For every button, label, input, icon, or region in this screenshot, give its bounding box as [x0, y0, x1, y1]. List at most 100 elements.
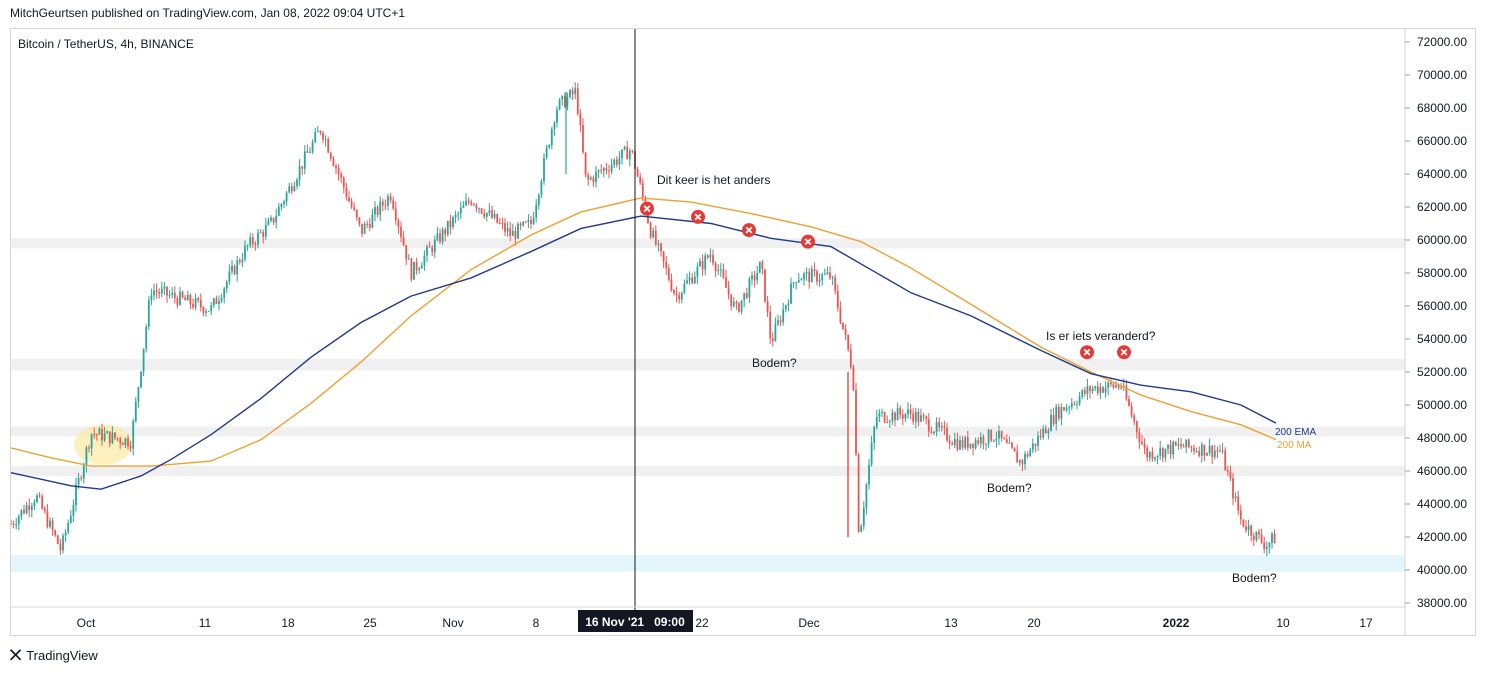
candle-body	[787, 303, 790, 306]
candle-body	[1120, 387, 1123, 389]
candle-body	[205, 311, 207, 313]
candle-body	[873, 427, 876, 443]
candle-body	[95, 434, 98, 436]
candle-body	[246, 245, 249, 247]
candle-body	[816, 271, 818, 282]
candle-body	[922, 415, 925, 417]
candle-body	[758, 261, 761, 273]
candle-body	[1148, 452, 1151, 458]
rejection-marker-cross	[804, 238, 812, 246]
candle-body	[384, 205, 387, 207]
candle-body	[28, 505, 31, 511]
candle-body	[894, 412, 896, 421]
candle-body	[618, 158, 621, 165]
x-tick-label: 2022	[1163, 616, 1190, 630]
candle-body	[1029, 449, 1032, 457]
candle-body	[1161, 448, 1164, 458]
y-tick-label: 72000.00	[1417, 35, 1467, 49]
x-tick-label: Dec	[798, 616, 819, 630]
candle-body	[77, 477, 80, 485]
tradingview-logo-icon: ⨉	[10, 647, 21, 663]
candle-body	[998, 430, 1000, 439]
candle-body	[1234, 496, 1237, 499]
candle-body	[717, 270, 720, 272]
candle-body	[472, 204, 475, 206]
candle-body	[1039, 435, 1042, 438]
candle-body	[137, 387, 140, 402]
candle-body	[878, 413, 881, 417]
candle-body	[405, 245, 408, 260]
publish-info: MitchGeurtsen published on TradingView.c…	[10, 6, 406, 20]
candle-body	[1167, 444, 1169, 449]
candle-body	[881, 412, 883, 414]
candle-body	[1073, 403, 1076, 405]
candle-body	[459, 207, 462, 214]
candle-body	[363, 223, 366, 234]
candle-body	[1177, 444, 1180, 446]
candle-body	[228, 271, 231, 282]
candle-body	[207, 311, 210, 313]
candle-body	[891, 412, 894, 422]
candle-body	[166, 286, 168, 296]
candle-body	[199, 300, 202, 308]
candle-body	[288, 186, 291, 193]
candle-body	[147, 300, 150, 327]
legend-ema-label: 200 EMA	[1275, 427, 1316, 438]
candle-body	[691, 277, 694, 284]
candle-body	[108, 431, 111, 444]
candle-body	[192, 304, 194, 308]
candle-body	[270, 217, 272, 221]
candle-body	[1050, 414, 1052, 431]
candle-body	[168, 294, 171, 296]
candle-body	[38, 495, 41, 497]
candle-body	[914, 411, 917, 422]
candle-body	[36, 495, 38, 503]
candle-body	[1206, 453, 1208, 456]
candle-body	[1154, 457, 1156, 460]
candle-body	[602, 168, 605, 172]
y-tick-label: 50000.00	[1417, 398, 1467, 412]
candle-body	[852, 367, 855, 391]
candle-body	[808, 271, 811, 283]
candle-body	[722, 269, 725, 278]
candle-body	[920, 415, 922, 422]
candle-body	[1008, 442, 1011, 444]
candle-body	[1141, 441, 1143, 445]
candle-body	[1185, 439, 1188, 448]
candle-body	[1042, 428, 1045, 438]
candle-body	[475, 205, 478, 209]
candle-body	[376, 207, 379, 215]
candle-body	[275, 215, 278, 223]
candle-body	[842, 322, 844, 329]
candle-body	[821, 274, 824, 280]
candle-body	[142, 348, 145, 372]
candle-body	[865, 484, 868, 508]
candle-body	[267, 220, 270, 225]
candle-body	[306, 151, 309, 153]
x-tick-label: 13	[944, 616, 958, 630]
candle-body	[654, 230, 657, 245]
y-tick-label: 56000.00	[1417, 299, 1467, 313]
candle-body	[953, 439, 956, 445]
candle-body	[1076, 404, 1078, 406]
candle-body	[1091, 388, 1094, 392]
candle-body	[72, 505, 75, 516]
candle-body	[340, 174, 343, 178]
price-zone	[11, 358, 1405, 371]
candle-body	[1211, 445, 1214, 457]
candle-body	[964, 437, 967, 448]
candle-body	[940, 426, 943, 428]
candle-body	[1031, 443, 1034, 450]
candle-body	[181, 291, 184, 298]
candle-body	[244, 245, 246, 260]
candle-body	[855, 390, 857, 455]
candle-body	[1089, 386, 1091, 392]
candle-body	[454, 214, 457, 218]
rejection-marker-icon	[801, 234, 815, 249]
candle-body	[761, 261, 764, 270]
candle-body	[1198, 451, 1201, 456]
candle-body	[1260, 534, 1263, 543]
candle-body	[368, 223, 371, 228]
candle-body	[1242, 519, 1245, 527]
